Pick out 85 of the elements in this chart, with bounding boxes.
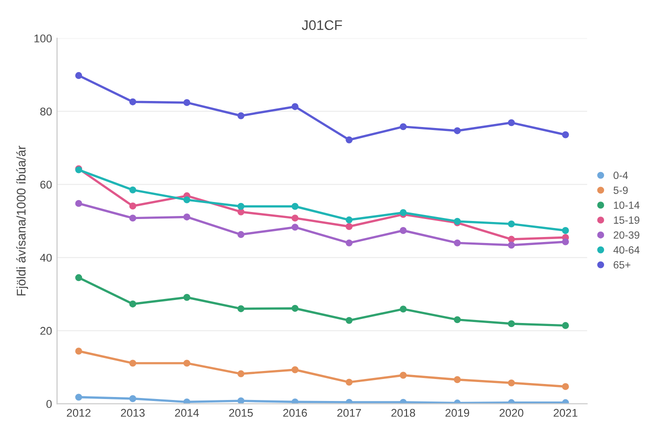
legend-label: 5-9 (614, 186, 628, 194)
point (508, 119, 515, 126)
x-tick-label: 2018 (391, 408, 416, 417)
point (183, 196, 190, 204)
point (400, 372, 407, 379)
point (346, 216, 353, 224)
point (400, 227, 407, 234)
point (292, 304, 299, 312)
point (292, 214, 299, 222)
point (508, 320, 515, 328)
legend-label: 15-19 (614, 216, 640, 224)
legend-label: 65+ (614, 261, 630, 269)
point (183, 398, 190, 404)
x-tick-label: 2015 (229, 408, 253, 417)
point (508, 220, 515, 228)
point (346, 316, 353, 324)
point (454, 376, 461, 384)
point (346, 398, 353, 404)
point (346, 378, 353, 386)
point (75, 200, 82, 207)
point (237, 397, 244, 404)
point (400, 306, 407, 313)
point (292, 398, 299, 404)
point (237, 370, 244, 378)
point (183, 360, 190, 367)
x-tick-label: 2014 (175, 408, 199, 417)
x-tick-label: 2016 (283, 408, 307, 417)
point (400, 398, 407, 404)
legend-label: 0-4 (614, 172, 628, 180)
point (562, 227, 569, 234)
point (346, 239, 353, 246)
point (346, 136, 353, 144)
point (75, 274, 82, 282)
point (400, 123, 407, 130)
x-tick-label: 2017 (337, 408, 361, 417)
point (237, 231, 244, 238)
point (562, 238, 569, 246)
legend-label: 20-39 (614, 231, 640, 239)
point (562, 399, 569, 404)
point (454, 239, 461, 246)
point (237, 202, 244, 210)
point (562, 322, 569, 330)
point (508, 236, 515, 243)
legend-label: 10-14 (614, 202, 640, 209)
point (346, 223, 353, 230)
point (292, 103, 299, 110)
point (292, 366, 299, 374)
point (237, 112, 244, 120)
point (292, 202, 299, 210)
x-tick-label: 2012 (66, 408, 90, 417)
point (129, 214, 136, 222)
point (562, 131, 569, 138)
point (562, 383, 569, 390)
x-tick-label: 2019 (446, 408, 470, 417)
x-tick-label: 2020 (500, 408, 524, 417)
x-tick-label: 2013 (120, 408, 145, 417)
point (454, 127, 461, 134)
point (183, 294, 190, 301)
y-tick-label: 40 (40, 254, 52, 262)
x-tick-label: 2021 (554, 408, 578, 417)
point (129, 395, 136, 402)
point (75, 72, 82, 80)
point (292, 224, 299, 231)
point (129, 98, 136, 106)
point (129, 202, 136, 210)
point (183, 99, 190, 106)
point (75, 394, 82, 401)
point (508, 242, 515, 249)
point (129, 360, 136, 367)
y-tick-label: 100 (34, 34, 52, 42)
y-tick-label: 0 (46, 400, 52, 408)
y-tick-label: 80 (40, 108, 52, 116)
y-tick-label: 20 (40, 326, 52, 335)
point (75, 348, 82, 355)
chart-title: J01CF (302, 20, 342, 30)
legend-label: 40-64 (613, 246, 640, 254)
point (129, 300, 136, 308)
y-axis-title: Fjöldi ávísana/1000 íbúa/ár (16, 146, 28, 296)
point (508, 379, 515, 386)
point (237, 305, 244, 312)
y-tick-label: 60 (40, 180, 52, 189)
point (183, 214, 190, 220)
point (129, 186, 136, 194)
point (237, 208, 244, 216)
point (454, 316, 461, 324)
